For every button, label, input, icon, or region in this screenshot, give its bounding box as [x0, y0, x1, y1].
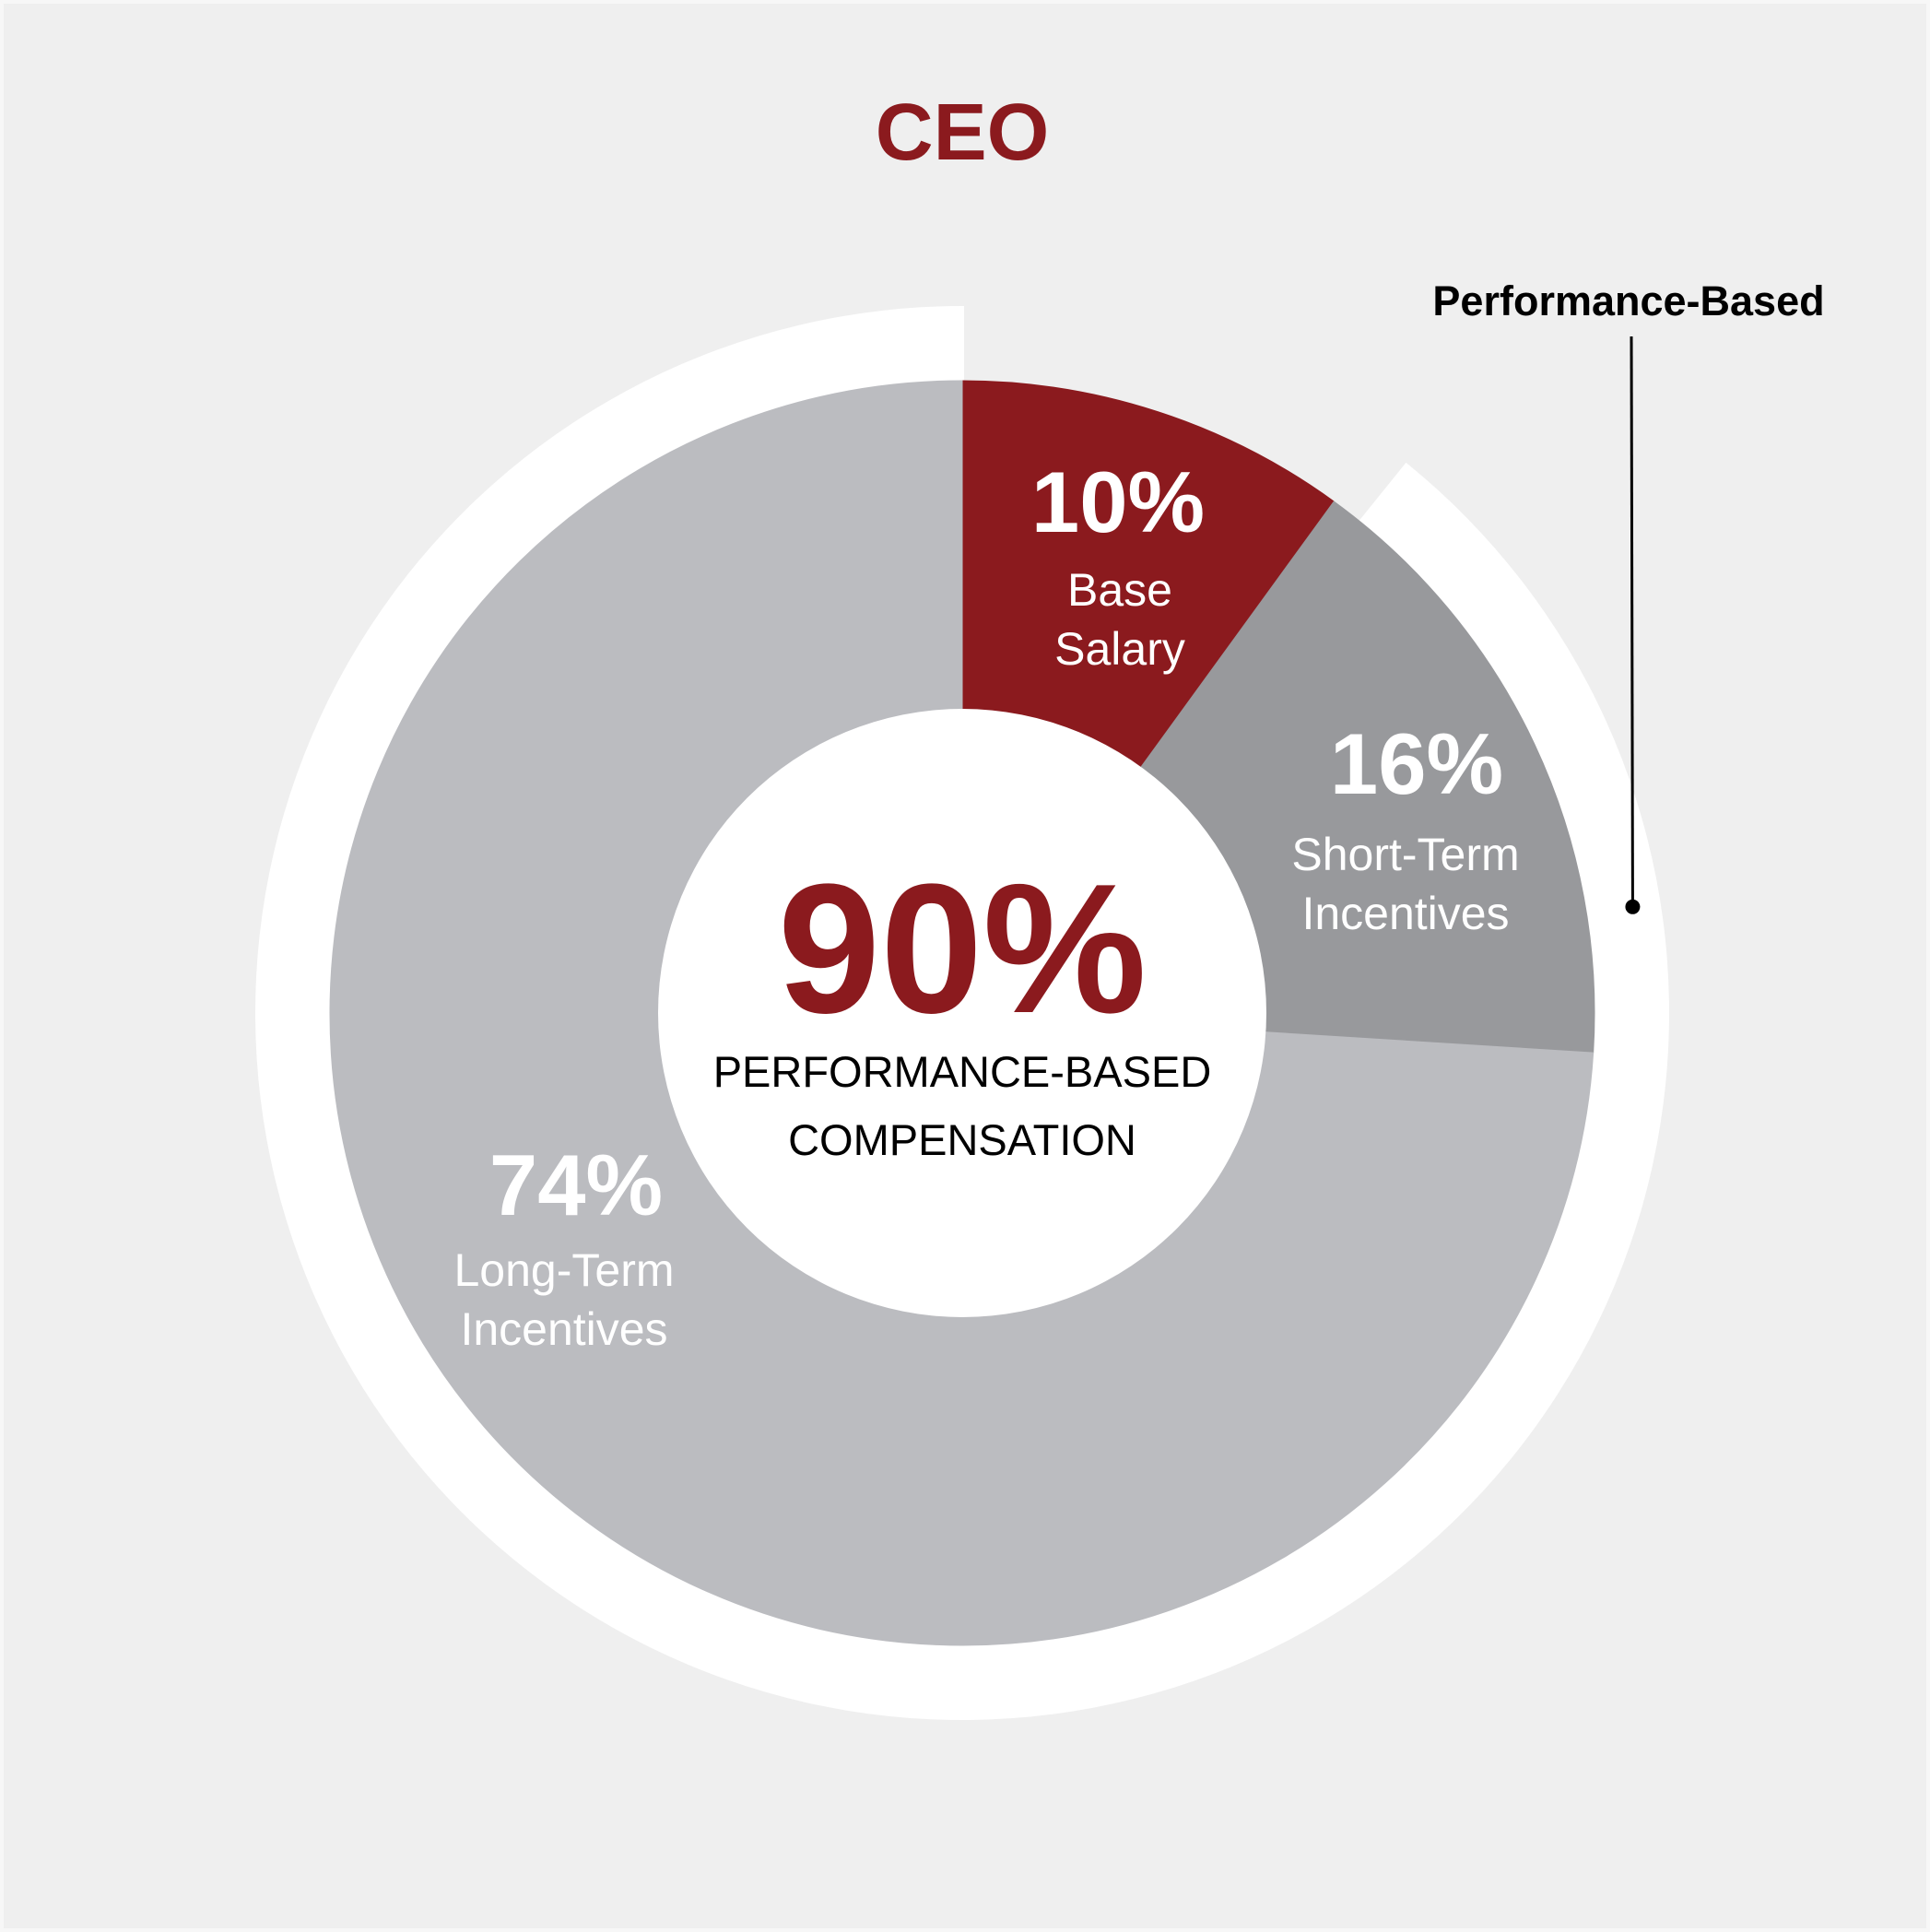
category-label: Long-Term Incentives	[453, 1244, 675, 1355]
center-text: PERFORMANCE-BASED COMPENSATION	[712, 1047, 1212, 1164]
chart	[255, 306, 1669, 1720]
center-value: 90%	[777, 846, 1147, 1052]
value-label: 16%	[1329, 715, 1504, 812]
category-label: Base Salary	[1054, 564, 1185, 675]
arc-label: Performance-Based	[1432, 277, 1825, 324]
value-label: 10%	[1030, 454, 1206, 550]
arc-stub	[960, 306, 964, 383]
leader-dot	[1625, 899, 1641, 914]
leader-line	[1630, 336, 1634, 907]
value-label: 74%	[488, 1137, 664, 1233]
center-hole	[658, 709, 1266, 1317]
chart-title: CEO	[875, 88, 1050, 177]
category-label: Short-Term Incentives	[1291, 829, 1520, 939]
